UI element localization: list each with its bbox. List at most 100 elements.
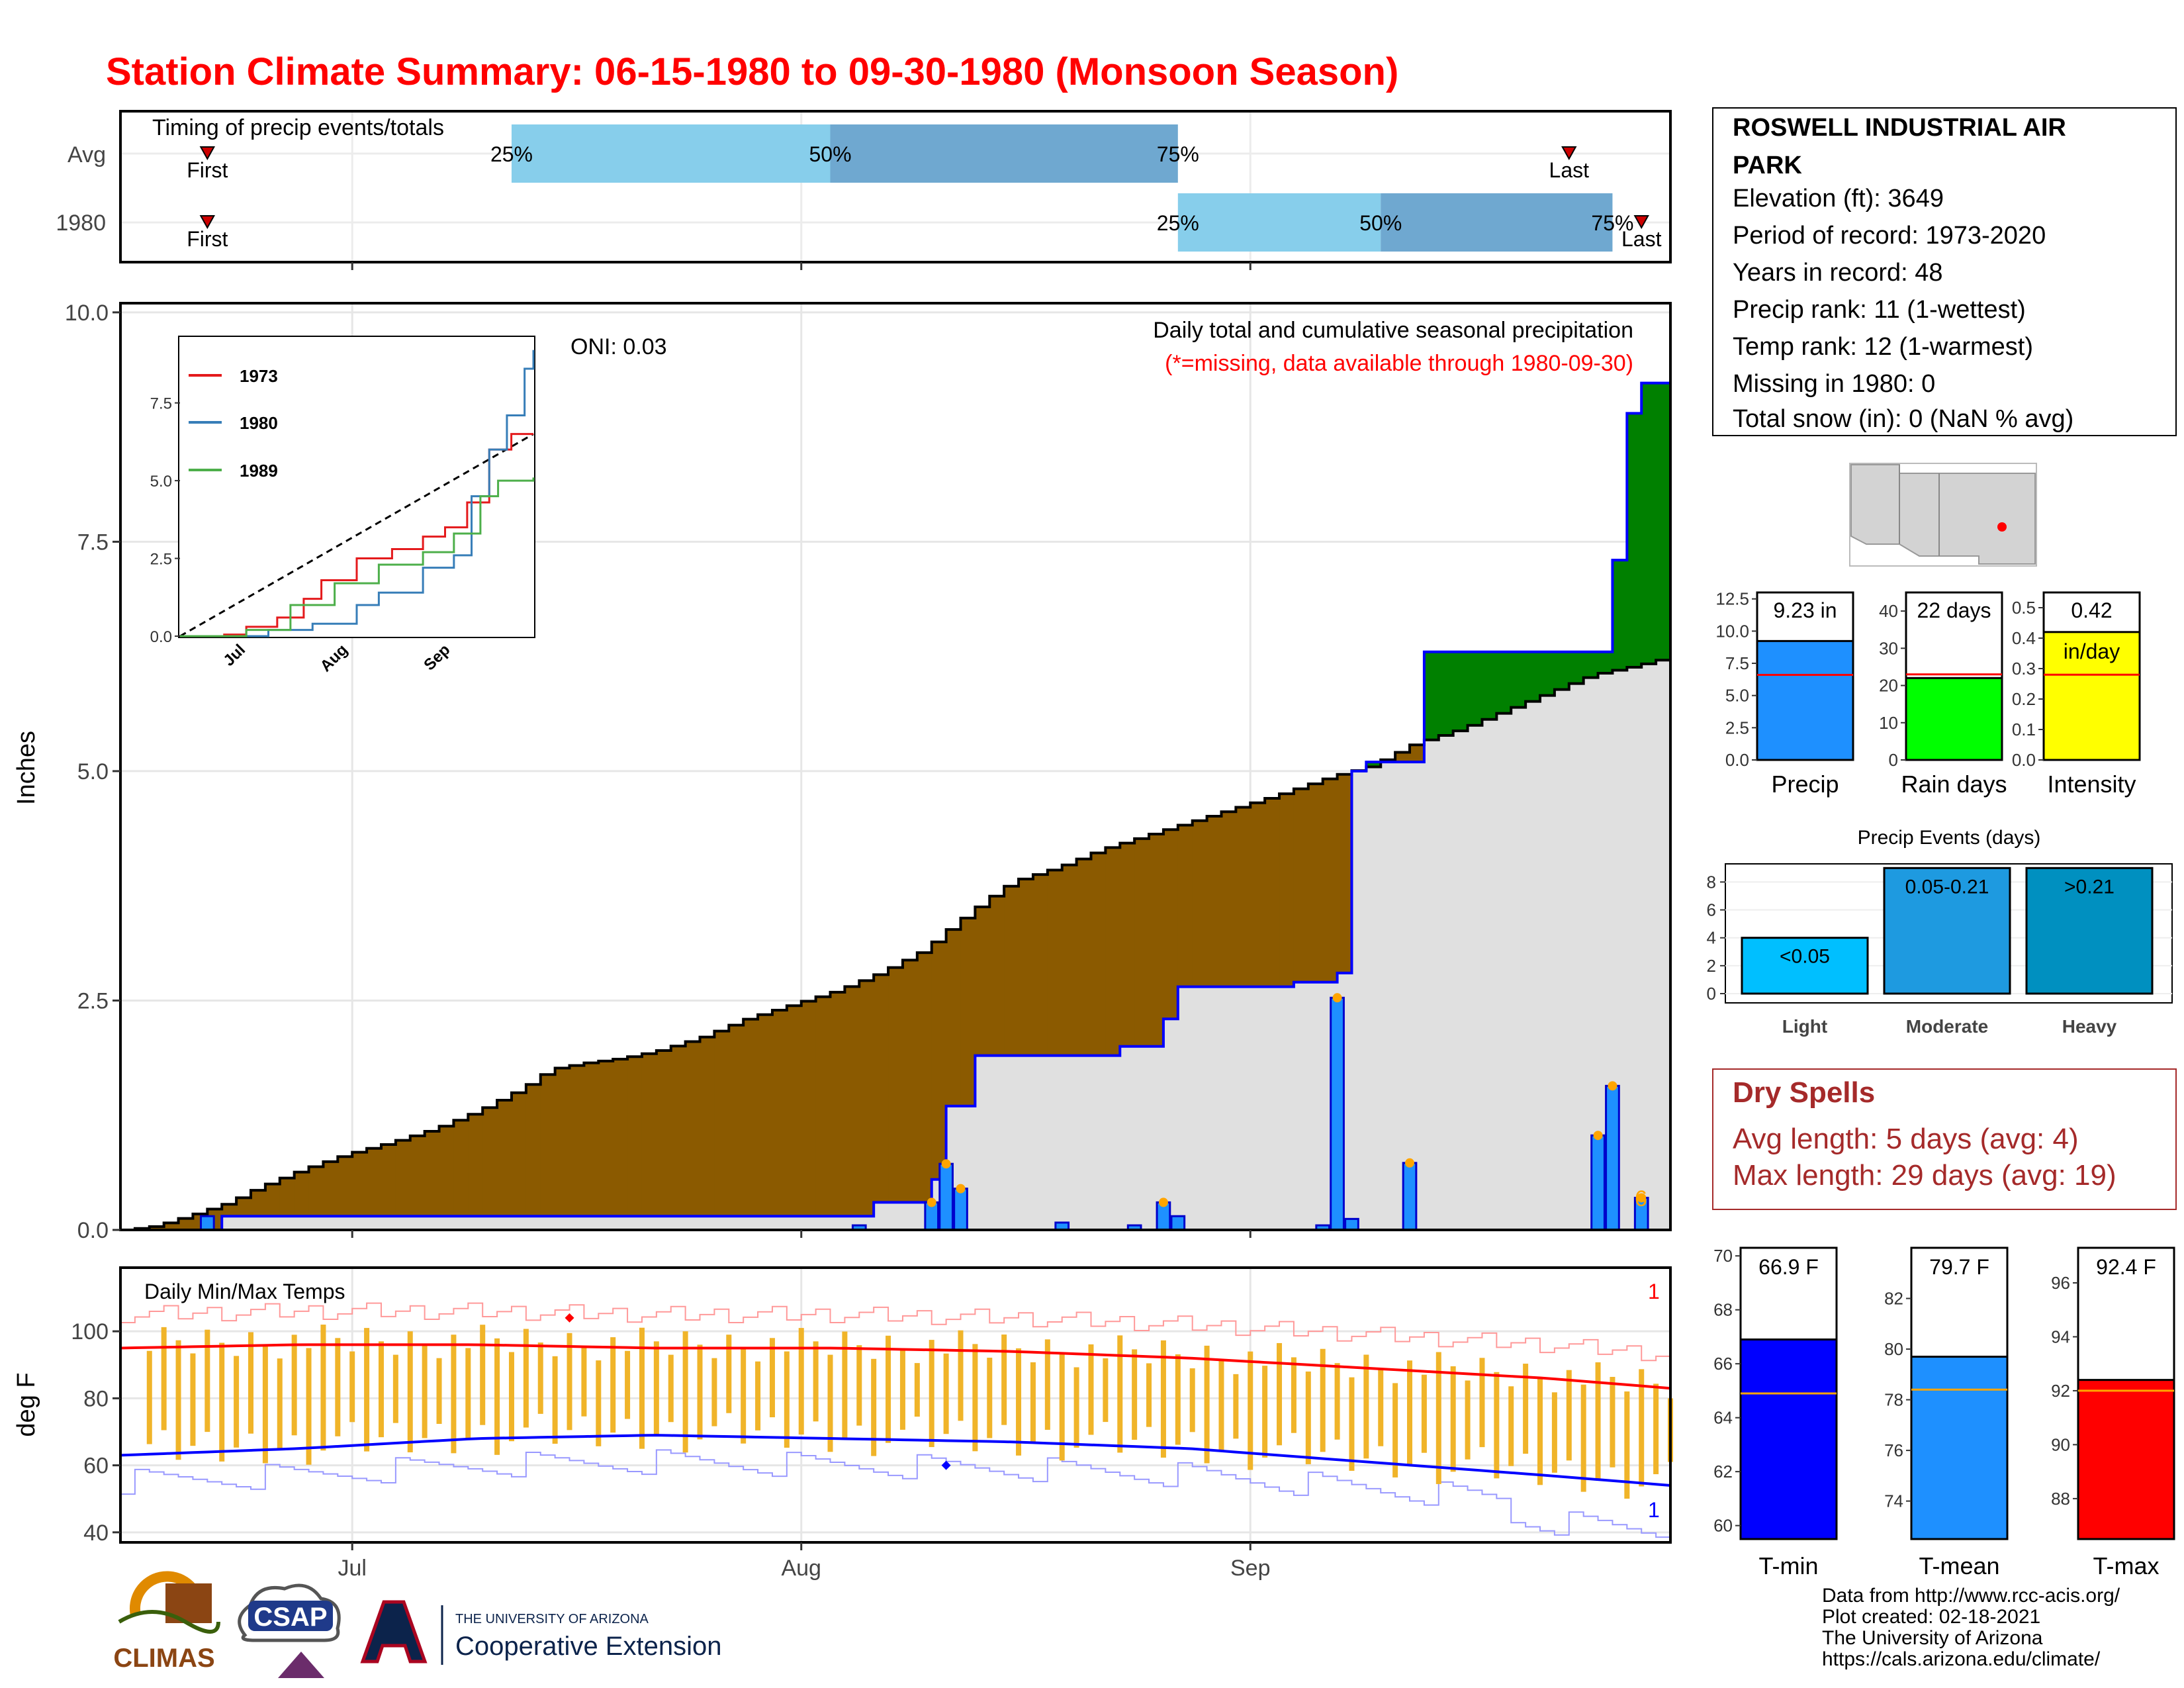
temp-bar-label: T-mean — [1919, 1552, 1999, 1579]
climas-wave-icon — [118, 1610, 220, 1634]
temperature-bars: 66.9 F 60 62 64 66 68 70 T-min 79.7 F 74 76 78 80 82 T… — [1713, 1246, 2175, 1579]
daily-temp-range-bar — [451, 1335, 457, 1454]
daily-temp-range-bar — [219, 1342, 225, 1462]
below-average-fill — [772, 1009, 788, 1217]
daily-temp-range-bar — [1291, 1357, 1297, 1433]
heavy-event-marker — [1637, 1193, 1647, 1203]
below-average-fill — [482, 1107, 498, 1217]
events-tick-label: 6 — [1707, 900, 1716, 920]
dry-spells-title: Dry Spells — [1733, 1076, 1875, 1109]
daily-temp-range-bar — [1030, 1362, 1036, 1443]
record-high-marker-icon — [565, 1313, 574, 1323]
above-average-fill — [1496, 651, 1512, 714]
precip-event-bar — [1741, 937, 1869, 995]
daily-temp-range-bar — [161, 1327, 167, 1430]
legend-1980: 1980 — [240, 413, 278, 433]
daily-temp-range-bar — [1204, 1345, 1210, 1464]
daily-temp-range-bar — [480, 1325, 486, 1425]
mini-bar-label: Intensity — [2047, 771, 2136, 798]
inset-ytick-label: 2.5 — [150, 551, 172, 569]
daily-temp-range-bar — [1363, 1354, 1369, 1459]
below-average-fill — [1279, 794, 1295, 987]
inset-series-line — [180, 350, 535, 637]
precip-event-bar — [2025, 867, 2154, 995]
daily-temp-range-bar — [1639, 1369, 1645, 1487]
first-event-marker-icon — [199, 146, 216, 161]
credit-plot-created: Plot created: 02-18-2021 — [1822, 1606, 2040, 1628]
temp-bar-tick-label: 70 — [1713, 1246, 1733, 1266]
legend-1973: 1973 — [240, 366, 278, 386]
below-average-fill — [468, 1114, 483, 1217]
temp-bar-value — [1910, 1356, 2009, 1540]
first-event-label: First — [187, 227, 228, 251]
daily-temp-range-bar — [958, 1330, 964, 1421]
daily-precip-bar — [953, 1188, 968, 1231]
precip-daily-bars — [199, 993, 1649, 1231]
above-average-fill — [1525, 651, 1541, 702]
daily-temp-range-bar — [1392, 1383, 1398, 1477]
daily-temp-range-bar — [1277, 1342, 1283, 1446]
station-snow: Total snow (in): 0 (NaN % avg) — [1733, 405, 2073, 433]
daily-temp-range-bar — [422, 1344, 428, 1438]
daily-temp-range-bar — [769, 1338, 775, 1418]
daily-temp-range-bar — [639, 1327, 645, 1449]
temp-ytick-label: 100 — [71, 1319, 109, 1344]
mini-bar-tick-label: 40 — [1879, 601, 1898, 621]
temp-record-low-count: 1 — [1648, 1498, 1660, 1522]
below-average-fill — [367, 1148, 382, 1217]
daily-temp-range-bar — [175, 1340, 181, 1460]
precip-panel: 0.0 2.5 5.0 7.5 10.0 Inches ONI: 0.03 Daily … — [13, 301, 1672, 1243]
below-average-fill — [902, 960, 918, 1203]
events-tick-label: 2 — [1707, 956, 1716, 976]
daily-temp-range-bar — [1580, 1384, 1586, 1492]
daily-temp-range-bar — [277, 1358, 283, 1450]
daily-temp-range-bar — [146, 1350, 152, 1444]
daily-temp-range-bar — [1378, 1368, 1384, 1446]
below-average-fill — [525, 1084, 541, 1217]
daily-temp-range-bar — [668, 1354, 674, 1423]
below-average-fill — [656, 1051, 672, 1217]
below-average-fill — [1192, 820, 1208, 987]
mini-bar-tick-label: 0.4 — [2012, 628, 2036, 648]
daily-temp-range-bar — [1450, 1366, 1456, 1472]
below-average-fill — [1337, 774, 1353, 973]
precip-ytick-label: 0.0 — [77, 1218, 109, 1243]
footer: CLIMAS CSAP THE UNIVERSITY OF ARIZONA Co… — [113, 1571, 2120, 1678]
first-event-label: First — [187, 158, 228, 182]
station-years: Years in record: 48 — [1733, 259, 1943, 287]
daily-temp-range-bar — [1494, 1372, 1500, 1479]
heavy-event-marker — [1608, 1081, 1617, 1091]
timing-box-50-75 — [1381, 193, 1613, 252]
below-average-fill — [178, 1218, 194, 1230]
above-average-fill — [1554, 651, 1570, 690]
mini-bar-tick-label: 0.2 — [2012, 689, 2036, 709]
daily-temp-range-bar — [972, 1344, 978, 1452]
mini-bar-tick-label: 0.1 — [2012, 720, 2036, 739]
events-tick-label: 8 — [1707, 872, 1716, 892]
above-average-fill — [1424, 651, 1439, 740]
daily-temp-range-bar — [1407, 1360, 1413, 1466]
precip-event-count: 6 — [1635, 1186, 1647, 1211]
timing-rows: 25% 50% 75% First Last 25% 50% 75% First Last — [187, 124, 1662, 252]
mini-bar-tick-label: 5.0 — [1725, 686, 1749, 706]
below-average-fill — [685, 1041, 701, 1217]
daily-temp-range-bar — [1044, 1339, 1050, 1430]
daily-temp-range-bar — [899, 1349, 905, 1430]
daily-precip-bar — [1605, 1084, 1620, 1231]
daily-temp-range-bar — [1233, 1374, 1239, 1439]
precip-events-title: Precip Events (days) — [1858, 827, 2041, 849]
below-average-fill — [395, 1140, 411, 1217]
dry-spells-avg: Avg length: 5 days (avg: 4) — [1733, 1123, 2079, 1155]
daily-temp-range-bar — [1248, 1351, 1253, 1470]
temp-bar-tick-label: 92 — [2051, 1381, 2070, 1401]
temp-y-label: deg F — [13, 1372, 40, 1436]
timing-box-25-50 — [511, 124, 831, 183]
precip-ytick-label: 2.5 — [77, 988, 109, 1013]
below-average-fill — [946, 929, 962, 1106]
temp-ytick-label: 80 — [83, 1386, 109, 1411]
daily-temp-range-bar — [1001, 1335, 1007, 1425]
below-average-fill — [888, 967, 903, 1203]
below-average-fill — [1308, 784, 1324, 982]
precip-event-bar — [1883, 867, 2011, 995]
below-average-fill — [1250, 802, 1265, 987]
